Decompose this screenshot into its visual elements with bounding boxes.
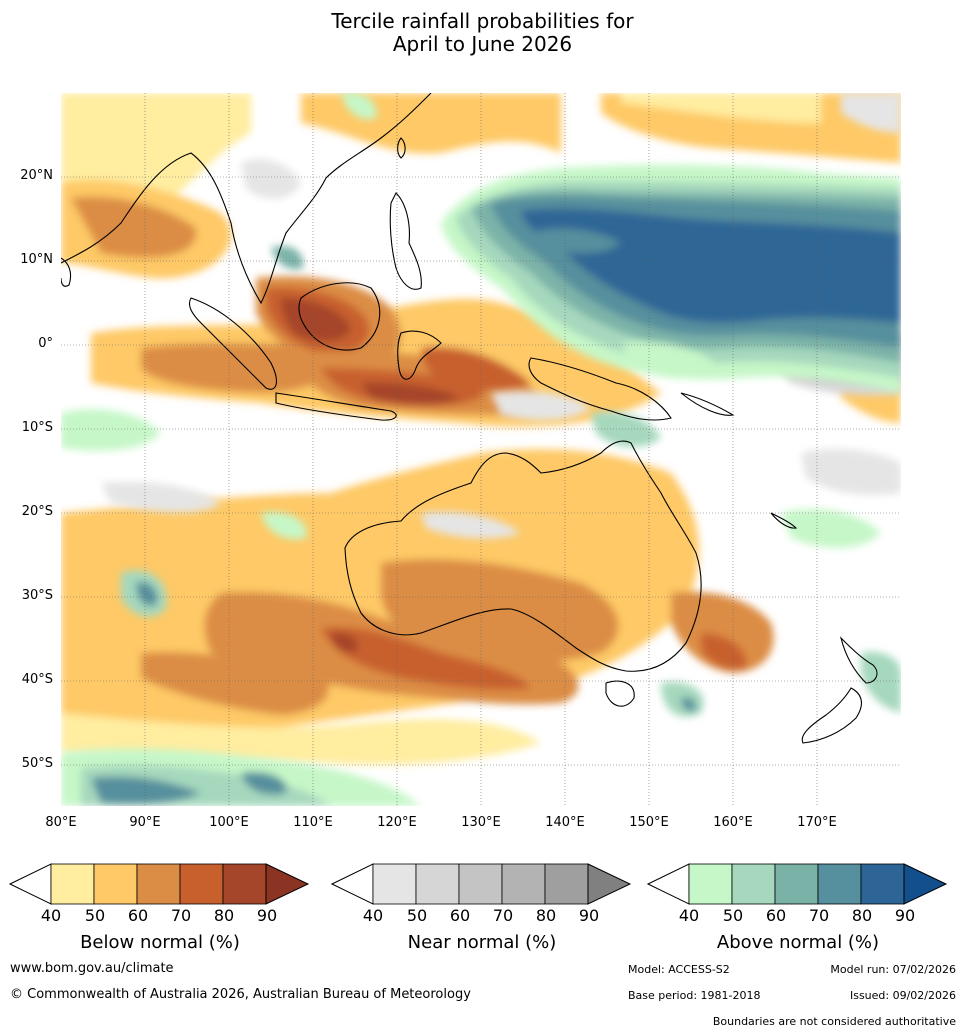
title-line-2: April to June 2026 [392, 32, 573, 56]
graticule [61, 93, 901, 806]
lat-label-20n: 20°N [20, 168, 53, 183]
lon-label-120e: 120°E [377, 815, 417, 830]
below-tick-90: 90 [256, 906, 278, 925]
near-tick-90: 90 [578, 906, 600, 925]
sulawesi-coast [397, 330, 442, 380]
lat-label-20s: 20°S [21, 504, 53, 519]
below-tick-80: 80 [213, 906, 235, 925]
title-line-1: Tercile rainfall probabilities for [331, 9, 634, 33]
lon-label-140e: 140°E [545, 815, 585, 830]
near-normal-legend-title: Near normal (%) [407, 932, 557, 953]
coastlines [61, 93, 878, 744]
colorbar-low-extend [331, 863, 374, 905]
colorbar-segment [774, 863, 819, 905]
colorbar-segment [372, 863, 417, 905]
below-tick-70: 70 [170, 906, 192, 925]
colorbar-segment [50, 863, 95, 905]
near-normal-colorbar [331, 863, 632, 905]
colorbar-segment [501, 863, 546, 905]
rainfall-probability-map [61, 93, 901, 806]
near-tick-40: 40 [362, 906, 384, 925]
above-tick-50: 50 [722, 906, 744, 925]
above-normal-colorbar [647, 863, 948, 905]
above-normal-legend-title: Above normal (%) [716, 932, 880, 953]
australia-coast [344, 440, 702, 672]
below-tick-60: 60 [127, 906, 149, 925]
lat-label-10s: 10°S [21, 420, 53, 435]
sri-lanka-coast [61, 257, 72, 287]
lon-label-130e: 130°E [461, 815, 501, 830]
lon-label-150e: 150°E [629, 815, 669, 830]
lat-label-10n: 10°N [20, 252, 53, 267]
below-tick-40: 40 [40, 906, 62, 925]
colorbar-segment [415, 863, 460, 905]
above-tick-70: 70 [808, 906, 830, 925]
boundaries-disclaimer: Boundaries are not considered authoritat… [712, 1015, 956, 1028]
sumatra-coast [188, 297, 277, 390]
base-period: Base period: 1981-2018 [628, 989, 761, 1002]
near-tick-50: 50 [406, 906, 428, 925]
colorbar-segment [817, 863, 862, 905]
new-zealand-south-coast [801, 687, 862, 744]
below-tick-50: 50 [84, 906, 106, 925]
lon-label-90e: 90°E [129, 815, 161, 830]
colorbar-segment [222, 863, 267, 905]
taiwan-coast [397, 137, 406, 159]
colorbar-segment [544, 863, 589, 905]
copyright-text: © Commonwealth of Australia 2026, Austra… [10, 987, 471, 1002]
java-coast [275, 392, 397, 421]
lat-label-0: 0° [38, 336, 53, 351]
above-tick-60: 60 [765, 906, 787, 925]
lon-label-110e: 110°E [293, 815, 333, 830]
model-name: Model: ACCESS-S2 [628, 963, 730, 976]
website-link[interactable]: www.bom.gov.au/climate [10, 961, 174, 976]
model-run-date: Model run: 07/02/2026 [830, 963, 956, 976]
near-tick-60: 60 [449, 906, 471, 925]
above-tick-80: 80 [851, 906, 873, 925]
colorbar-segment [458, 863, 503, 905]
borneo-coast [298, 282, 381, 351]
lat-label-50s: 50°S [21, 756, 53, 771]
lon-label-160e: 160°E [713, 815, 753, 830]
colorbar-low-extend [647, 863, 690, 905]
colorbar-segment [860, 863, 905, 905]
colorbar-high-extend [265, 863, 310, 905]
lon-label-170e: 170°E [797, 815, 837, 830]
above-normal-regions [61, 93, 901, 806]
colorbar-segment [179, 863, 224, 905]
asia-mainland-coast [61, 93, 432, 305]
tasmania-coast [605, 680, 635, 707]
colorbar-segment [688, 863, 733, 905]
colorbar-segment [93, 863, 138, 905]
new-guinea-coast [528, 357, 672, 421]
above-tick-40: 40 [678, 906, 700, 925]
below-normal-legend-title: Below normal (%) [80, 932, 240, 953]
new-caledonia-coast [770, 512, 798, 529]
near-tick-70: 70 [492, 906, 514, 925]
colorbar-high-extend [587, 863, 632, 905]
lon-label-80e: 80°E [45, 815, 77, 830]
lon-label-100e: 100°E [209, 815, 249, 830]
colorbar-low-extend [9, 863, 52, 905]
new-zealand-north-coast [839, 636, 878, 684]
below-normal-colorbar [9, 863, 310, 905]
above-tick-90: 90 [894, 906, 916, 925]
chart-title: Tercile rainfall probabilities for April… [0, 10, 965, 56]
issued-date: Issued: 09/02/2026 [849, 989, 956, 1002]
near-tick-80: 80 [535, 906, 557, 925]
lat-label-30s: 30°S [21, 588, 53, 603]
lat-label-40s: 40°S [21, 672, 53, 687]
colorbar-segment [731, 863, 776, 905]
colorbar-high-extend [903, 863, 948, 905]
philippines-coast [389, 192, 422, 290]
colorbar-segment [136, 863, 181, 905]
